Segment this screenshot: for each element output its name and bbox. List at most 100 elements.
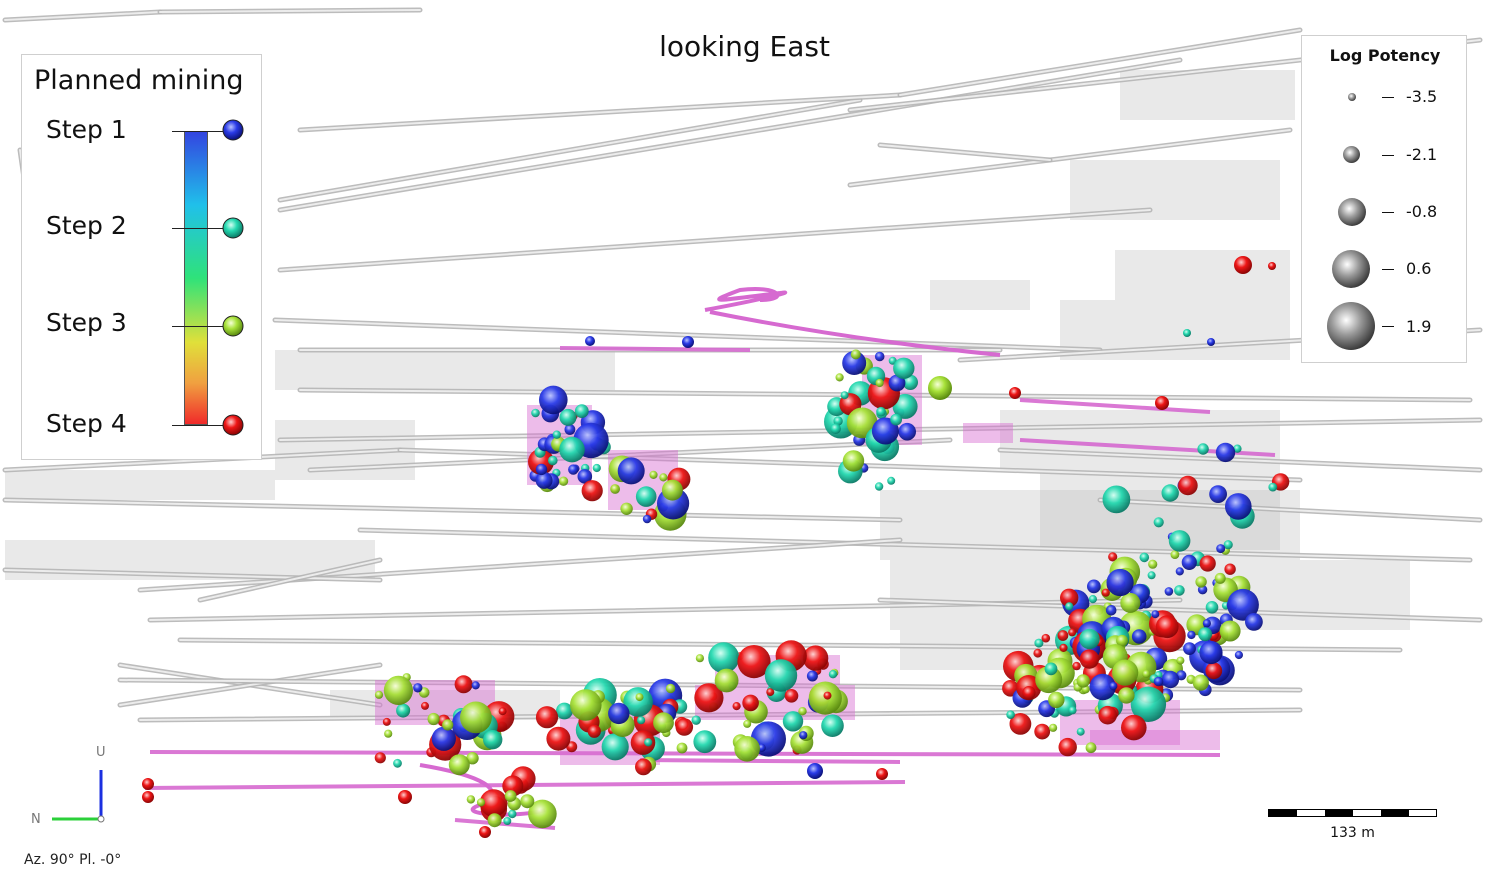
tunnel-highlight (279, 59, 1181, 211)
seismic-event (460, 701, 492, 734)
seismic-event (887, 476, 896, 485)
seismic-event (382, 717, 391, 726)
seismic-event (1147, 571, 1156, 580)
seismic-event (1225, 493, 1252, 520)
step-4-marker-icon (222, 414, 244, 436)
drive (1019, 398, 1211, 414)
seismic-event (427, 712, 440, 726)
seismic-event (1060, 588, 1079, 607)
potency-dash (1382, 269, 1394, 270)
tunnel-highlight (4, 11, 161, 21)
seismic-event (1153, 517, 1164, 528)
seismic-event (1112, 659, 1139, 686)
seismic-event (142, 791, 154, 803)
potency-sphere-icon (1327, 302, 1375, 350)
seismic-event (798, 707, 807, 716)
seismic-event (1175, 567, 1184, 576)
seismic-event (1079, 628, 1100, 650)
seismic-event (610, 484, 620, 494)
tunnel-highlight (139, 539, 901, 591)
seismic-event (875, 378, 884, 388)
seismic-event (574, 404, 589, 418)
seismic-event (828, 670, 838, 679)
seismic-event (1202, 619, 1211, 628)
seismic-event (617, 457, 645, 485)
seismic-event (520, 794, 535, 809)
seismic-event (1076, 727, 1085, 736)
seismic-event (454, 675, 473, 694)
potency-dash (1382, 155, 1394, 156)
seismic-event (592, 463, 601, 473)
seismic-event (1197, 443, 1209, 455)
axis-up-label: U (96, 745, 106, 760)
seismic-event (1216, 544, 1226, 554)
step-3-marker-icon (222, 315, 244, 337)
seismic-event (675, 718, 694, 736)
tick-3 (172, 326, 232, 327)
step-1-label: Step 1 (46, 115, 127, 144)
axis-north-label: N (31, 812, 41, 827)
seismic-event (384, 729, 393, 738)
stope-block (275, 350, 615, 390)
seismic-event (504, 790, 517, 802)
step-markers (222, 119, 244, 436)
tunnel-highlight (879, 144, 1051, 161)
seismic-event (548, 455, 558, 466)
seismic-event (1116, 634, 1128, 647)
seismic-event (842, 351, 867, 375)
seismic-event (1009, 387, 1021, 399)
seismic-event (1161, 670, 1180, 689)
seismic-event (1131, 629, 1147, 644)
seismic-event (608, 702, 630, 725)
seismic-event (1174, 585, 1185, 596)
tunnel-highlight (119, 664, 381, 706)
seismic-event (535, 471, 553, 489)
seismic-event (888, 374, 906, 392)
seismic-event (1106, 568, 1134, 597)
seismic-event (1065, 602, 1074, 611)
seismic-event (784, 689, 799, 703)
seismic-event (570, 689, 602, 721)
tick-2 (172, 228, 232, 229)
seismic-event (1168, 530, 1191, 552)
seismic-event (766, 688, 775, 697)
seismic-event (1214, 572, 1226, 584)
drive (149, 750, 1221, 757)
seismic-event (874, 351, 885, 362)
seismic-event (635, 486, 657, 507)
seismic-event (823, 691, 832, 700)
potency-sphere-icon (1343, 146, 1360, 163)
seismic-event (802, 645, 829, 671)
seismic-event (1109, 681, 1118, 691)
seismic-event (1108, 552, 1118, 562)
tunnel-highlight (4, 449, 401, 471)
seismic-event (830, 423, 841, 435)
planned-block (1090, 730, 1220, 750)
seismic-event (1205, 601, 1219, 614)
seismic-event (498, 707, 507, 716)
seismic-event (630, 730, 656, 755)
seismic-event (487, 813, 502, 828)
seismic-event (1120, 592, 1141, 613)
seismic-event (564, 424, 576, 435)
seismic-event (471, 681, 480, 690)
seismic-event (1049, 723, 1058, 732)
seismic-event (479, 789, 508, 817)
seismic-event (1199, 640, 1223, 665)
seismic-event (1087, 579, 1101, 594)
seismic-event (1155, 615, 1179, 639)
step-3-label: Step 3 (46, 308, 127, 337)
seismic-event (1101, 588, 1110, 597)
seismic-event (1227, 588, 1259, 621)
seismic-event (581, 480, 603, 502)
seismic-event (1219, 620, 1241, 642)
seismic-event (676, 742, 688, 754)
seismic-event (535, 463, 548, 476)
seismic-event (1192, 674, 1209, 691)
seismic-event (1076, 674, 1090, 688)
seismic-event (635, 693, 644, 702)
seismic-event (476, 798, 486, 807)
seismic-event (1209, 485, 1227, 503)
